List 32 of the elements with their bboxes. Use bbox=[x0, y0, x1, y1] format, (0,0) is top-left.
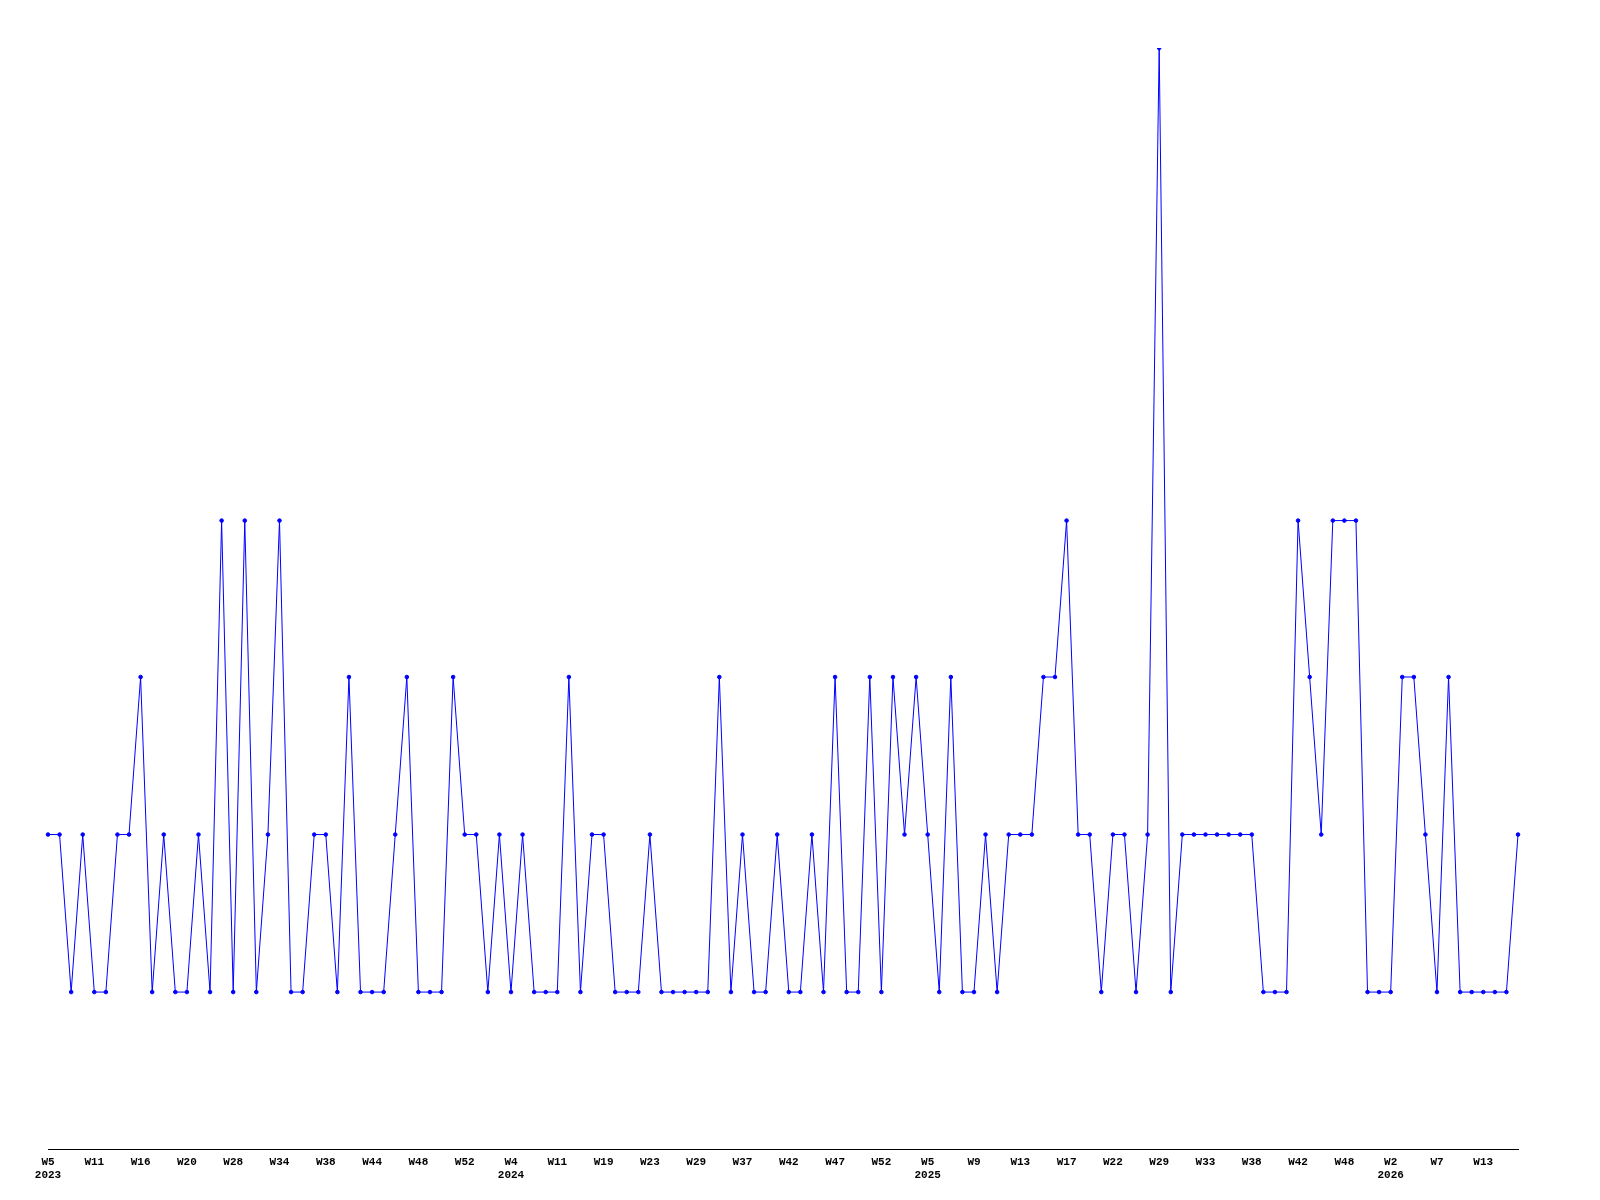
x-tick-label: W47 bbox=[825, 1155, 845, 1168]
x-tick-label: W5 2025 bbox=[914, 1155, 942, 1182]
x-tick-label: W13 bbox=[1010, 1155, 1031, 1168]
x-tick-label: W4 2024 bbox=[497, 1155, 525, 1182]
x-tick-label: W7 bbox=[1430, 1155, 1444, 1168]
x-tick-label: W48 bbox=[1334, 1155, 1355, 1168]
x-tick-label: W38 bbox=[315, 1155, 337, 1168]
x-tick-label: W42 bbox=[778, 1155, 799, 1168]
x-tick-label: W48 bbox=[408, 1155, 429, 1168]
x-tick-label: W22 bbox=[1102, 1155, 1123, 1168]
x-tick-label: W38 bbox=[1241, 1155, 1263, 1168]
x-tick-label: W9 bbox=[967, 1155, 981, 1168]
x-tick-label: W20 bbox=[176, 1155, 197, 1168]
x-tick-label: W11 bbox=[547, 1155, 568, 1168]
x-tick-label: W34 bbox=[269, 1155, 290, 1168]
x-tick-label: W19 bbox=[593, 1155, 614, 1168]
x-tick-label: W23 bbox=[639, 1155, 661, 1168]
x-tick-label: W11 bbox=[84, 1155, 105, 1168]
x-tick-label: W13 bbox=[1473, 1155, 1494, 1168]
x-tick-label: W28 bbox=[223, 1155, 244, 1168]
x-tick-label: W5 2023 bbox=[34, 1155, 62, 1182]
x-tick-label: W52 bbox=[871, 1155, 892, 1168]
x-tick-label: W44 bbox=[362, 1155, 383, 1168]
x-tick-label: W42 bbox=[1288, 1155, 1308, 1168]
x-tick-label: W17 bbox=[1056, 1155, 1077, 1168]
x-tick-label: W37 bbox=[732, 1155, 753, 1168]
x-tick-label: W52 bbox=[454, 1155, 475, 1168]
x-tick-label: W29 bbox=[686, 1155, 707, 1168]
x-tick-label: W33 bbox=[1195, 1155, 1216, 1168]
x-tick-label: W29 bbox=[1149, 1155, 1170, 1168]
x-tick-label: W2 2026 bbox=[1377, 1155, 1404, 1182]
x-tick-label: W16 bbox=[130, 1155, 151, 1168]
